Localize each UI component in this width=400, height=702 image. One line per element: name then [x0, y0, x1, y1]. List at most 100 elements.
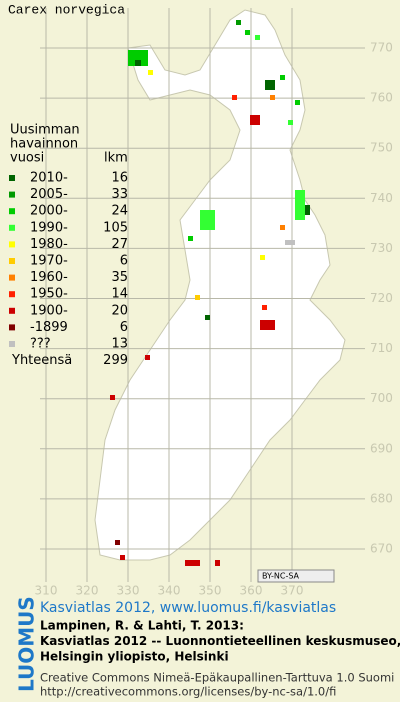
legend-label: -1899 — [30, 320, 68, 335]
legend-header: vuosi — [10, 151, 44, 166]
grid: 310 320 330 340 350 360 370 770 760 750 740 730 720 7… — [35, 8, 393, 598]
y-grid-label: 770 — [370, 41, 393, 55]
logo: LUOMUS — [15, 596, 39, 692]
legend-count: 6 — [120, 254, 128, 269]
legend-swatch — [9, 274, 15, 281]
citation-line: Kasviatlas 2012 -- Luonnontieteellinen k… — [40, 634, 400, 648]
y-grid-label: 690 — [370, 441, 393, 455]
legend-count: 24 — [111, 204, 128, 219]
y-grid-label: 730 — [370, 241, 393, 255]
record-square — [120, 555, 125, 560]
legend-swatch — [9, 224, 15, 231]
y-grid-label: 670 — [370, 542, 393, 556]
record-square — [250, 115, 260, 125]
y-grid-label: 700 — [370, 391, 393, 405]
record-square — [262, 305, 267, 310]
map-title: Carex norvegica — [8, 2, 125, 17]
x-grid-label: 370 — [281, 584, 304, 598]
record-square — [185, 560, 200, 566]
record-square — [260, 255, 265, 260]
record-square — [255, 35, 260, 40]
y-grid-label: 740 — [370, 191, 393, 205]
record-square — [245, 30, 250, 35]
legend-label: 1900- — [30, 303, 68, 318]
x-grid-label: 320 — [76, 584, 99, 598]
legend-swatch — [9, 258, 15, 264]
record-square — [128, 50, 148, 66]
legend-header: havainnon — [10, 137, 78, 152]
legend-total: 299 — [103, 353, 128, 368]
x-grid-label: 350 — [199, 584, 222, 598]
legend-label: ??? — [30, 337, 51, 352]
record-square — [135, 60, 141, 66]
x-grid-label: 360 — [240, 584, 263, 598]
legend-count: 16 — [111, 171, 128, 186]
legend-swatch — [9, 324, 15, 331]
record-square — [110, 395, 115, 400]
record-square — [285, 240, 295, 245]
record-square — [305, 205, 310, 215]
legend-count: 35 — [111, 270, 128, 285]
x-grid-label: 310 — [35, 584, 58, 598]
legend-count: 105 — [103, 220, 128, 235]
record-square — [200, 210, 215, 230]
legend-label: 1950- — [30, 287, 68, 302]
legend-label: 1980- — [30, 237, 68, 252]
legend-count: 20 — [111, 303, 128, 318]
record-square — [195, 295, 200, 300]
legend-swatch — [9, 191, 15, 198]
x-grid-label: 330 — [117, 584, 140, 598]
record-square — [280, 225, 285, 230]
record-square — [295, 100, 300, 105]
legend-label: 1990- — [30, 220, 68, 235]
record-square — [148, 70, 153, 75]
record-square — [205, 315, 210, 320]
license-line: Creative Commons Nimeä-Epäkaupallinen-Ta… — [40, 671, 394, 685]
record-square — [265, 80, 275, 90]
y-grid-label: 710 — [370, 341, 393, 355]
legend-label: 2000- — [30, 204, 68, 219]
license-badge-text: BY-NC-SA — [262, 572, 300, 581]
legend-swatch — [9, 307, 15, 314]
legend-swatch — [9, 341, 15, 347]
legend-swatch — [9, 291, 15, 298]
legend-count: 33 — [111, 187, 128, 202]
record-square — [115, 540, 120, 545]
legend-count: 27 — [111, 237, 128, 252]
legend-swatch — [9, 175, 15, 181]
footer: Lampinen, R. & Lahti, T. 2013:Kasviatlas… — [40, 619, 400, 699]
record-square — [260, 320, 275, 330]
legend-label: 2005- — [30, 187, 68, 202]
legend-swatch — [9, 208, 15, 215]
y-grid-label: 680 — [370, 491, 393, 505]
y-grid-label: 720 — [370, 291, 393, 305]
record-square — [280, 75, 285, 80]
record-square — [145, 355, 150, 360]
legend-label: 1960- — [30, 270, 68, 285]
legend-count: 13 — [111, 337, 128, 352]
citation-line: Helsingin yliopisto, Helsinki — [40, 650, 229, 664]
record-square — [288, 120, 293, 125]
record-square — [270, 95, 275, 100]
legend-count-header: lkm — [104, 151, 128, 166]
license-badge — [257, 569, 335, 583]
record-square — [215, 560, 220, 566]
legend-count: 6 — [120, 320, 128, 335]
license-line: http://creativecommons.org/licenses/by-n… — [40, 685, 336, 699]
legend-count: 14 — [111, 287, 128, 302]
record-square — [232, 95, 237, 100]
citation-line: Lampinen, R. & Lahti, T. 2013: — [40, 619, 244, 633]
legend-swatch — [9, 241, 15, 248]
record-square — [188, 236, 193, 241]
legend-label: 2010- — [30, 171, 68, 186]
record-square — [236, 20, 241, 25]
legend-header: Uusimman — [10, 123, 80, 138]
footer-link[interactable]: Kasviatlas 2012, www.luomus.fi/kasviatla… — [40, 600, 336, 616]
records — [110, 20, 310, 566]
legend-label: 1970- — [30, 254, 68, 269]
record-square — [295, 190, 305, 220]
y-grid-label: 750 — [370, 141, 393, 155]
y-grid-label: 760 — [370, 91, 393, 105]
legend-total-label: Yhteensä — [11, 353, 72, 368]
